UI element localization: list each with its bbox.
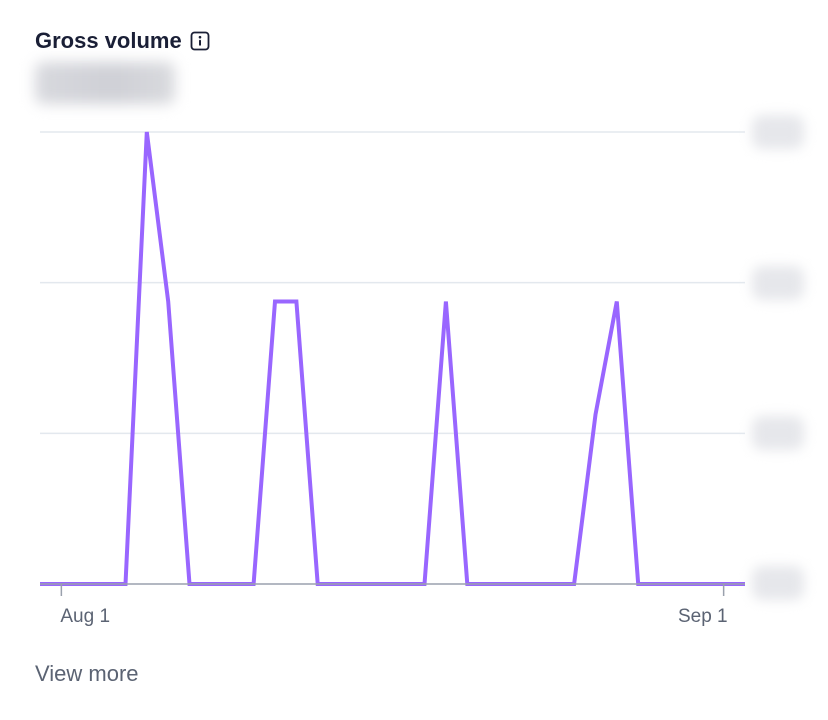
card-header: Gross volume xyxy=(35,28,210,54)
y-axis-label-redacted xyxy=(752,416,804,450)
gross-volume-amount-redacted xyxy=(35,62,175,104)
gross-volume-chart: Aug 1 Sep 1 xyxy=(40,131,745,627)
y-axis-label-redacted xyxy=(752,266,804,300)
y-axis-label-redacted xyxy=(752,566,804,600)
series-line-gross-volume xyxy=(40,131,745,586)
x-tick-label: Sep 1 xyxy=(678,606,728,627)
card-title: Gross volume xyxy=(35,28,182,53)
view-more-link[interactable]: View more xyxy=(35,661,139,686)
y-axis-label-redacted xyxy=(752,115,804,149)
info-icon[interactable] xyxy=(190,31,210,51)
x-tick-label: Aug 1 xyxy=(60,606,110,627)
